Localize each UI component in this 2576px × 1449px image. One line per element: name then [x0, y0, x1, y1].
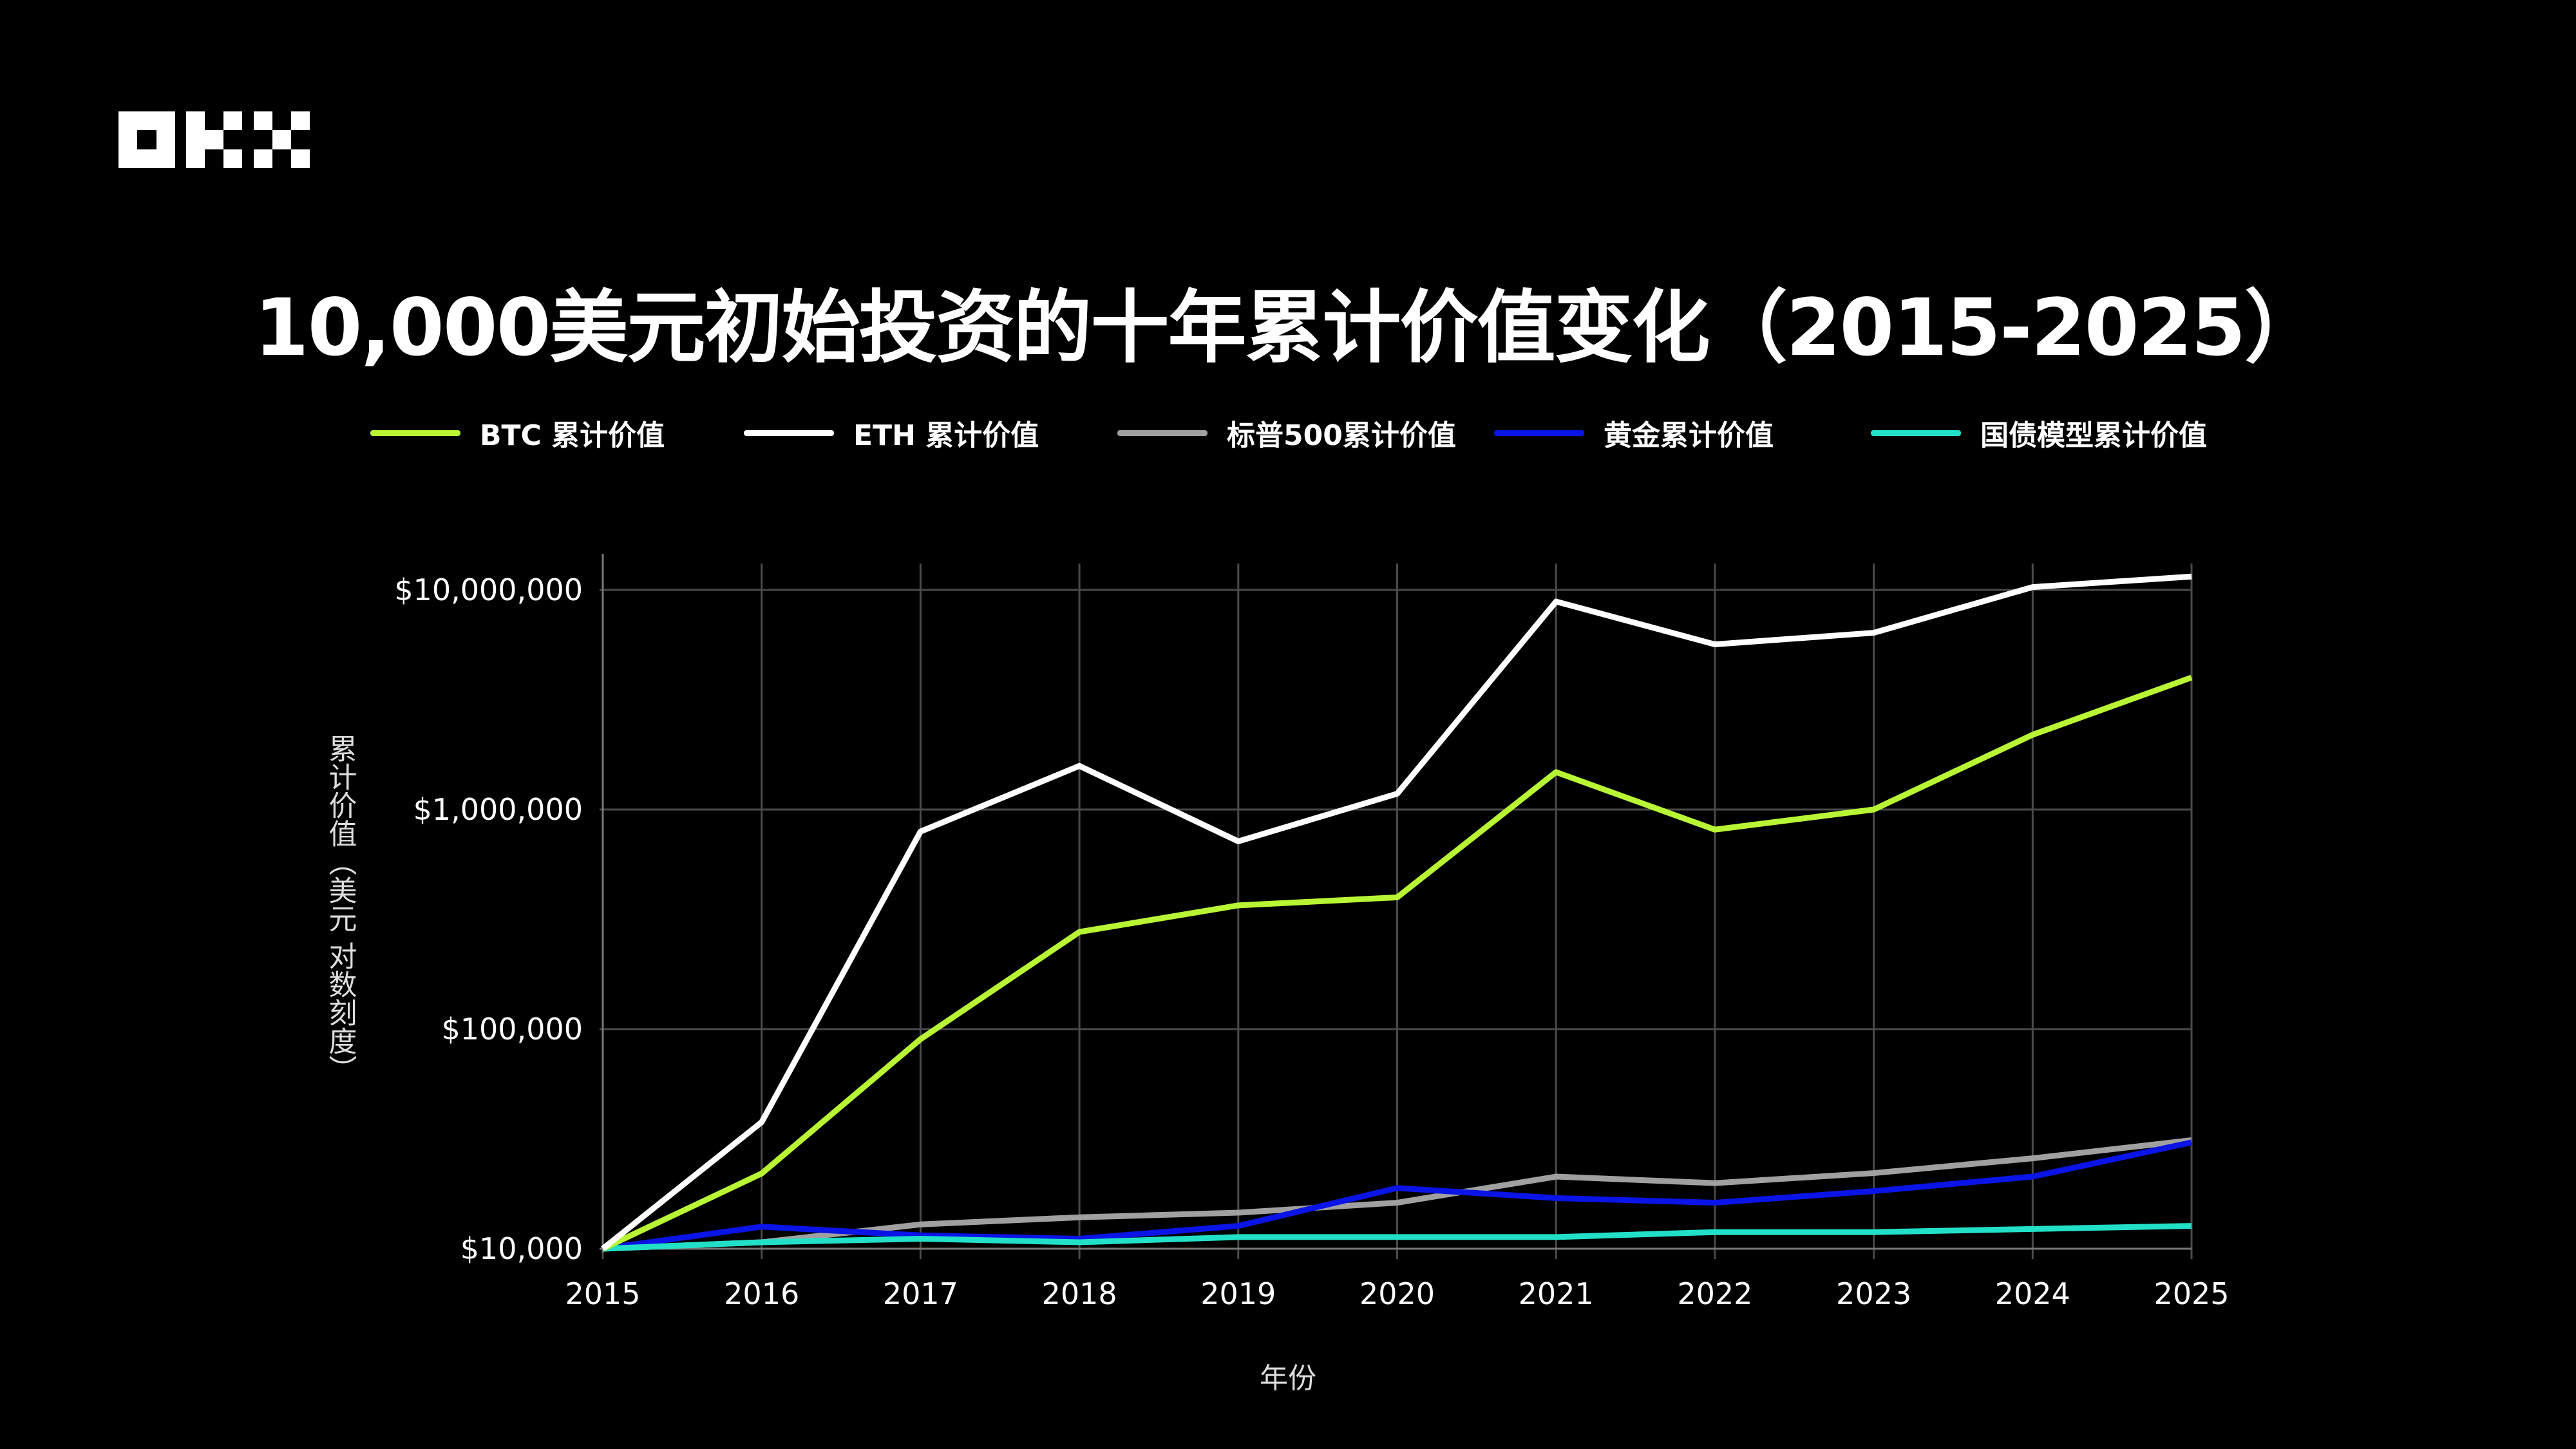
- y-tick-label: $10,000,000: [394, 573, 583, 607]
- legend-item: 国债模型累计价值: [1871, 412, 2207, 453]
- x-tick-label: 2018: [1042, 1276, 1117, 1311]
- legend-swatch: [744, 430, 834, 436]
- legend-label: BTC 累计价值: [480, 419, 665, 452]
- legend-label: 标普500累计价值: [1227, 419, 1456, 452]
- x-tick-label: 2019: [1200, 1276, 1276, 1311]
- legend-item: 标普500累计价值: [1117, 412, 1456, 453]
- x-tick-label: 2017: [883, 1276, 958, 1311]
- legend-label: ETH 累计价值: [853, 419, 1039, 452]
- x-axis-label: 年份: [1260, 1362, 1316, 1395]
- legend-item: ETH 累计价值: [744, 412, 1039, 453]
- x-tick-label: 2024: [1995, 1276, 2070, 1311]
- x-tick-label: 2020: [1359, 1276, 1435, 1311]
- chart-title: 10,000美元初始投资的十年累计价值变化（2015-2025）: [254, 282, 2324, 374]
- legend-swatch: [1871, 430, 1961, 436]
- legend-swatch: [370, 430, 460, 436]
- y-tick-label: $100,000: [442, 1012, 583, 1046]
- x-tick-label: 2023: [1836, 1276, 1911, 1311]
- y-tick-label: $10,000: [460, 1231, 583, 1266]
- legend-label: 国债模型累计价值: [1980, 419, 2207, 452]
- series-line-4: [602, 1223, 2192, 1252]
- series-line-3: [602, 1139, 2192, 1252]
- y-tick-label: $1,000,000: [413, 792, 583, 827]
- x-tick-label: 2016: [724, 1276, 799, 1311]
- x-tick-label: 2015: [565, 1276, 640, 1311]
- okx-logo: [118, 111, 310, 168]
- legend-swatch: [1494, 430, 1584, 436]
- series-line-0: [601, 674, 2193, 1252]
- x-tick-label: 2022: [1677, 1276, 1752, 1311]
- legend: BTC 累计价值 ETH 累计价值 标普500累计价值 黄金累计价值 国债模型累计价值: [0, 412, 2576, 457]
- y-axis-label: 累计价值（美元 对数刻度）: [324, 734, 357, 1083]
- x-tick-label: 2021: [1519, 1276, 1594, 1311]
- x-tick-label: 2025: [2154, 1276, 2229, 1311]
- legend-label: 黄金累计价值: [1604, 419, 1774, 452]
- legend-swatch: [1117, 430, 1208, 436]
- series-line-1: [601, 573, 2192, 1251]
- legend-item: BTC 累计价值: [370, 412, 665, 453]
- legend-item: 黄金累计价值: [1494, 412, 1774, 453]
